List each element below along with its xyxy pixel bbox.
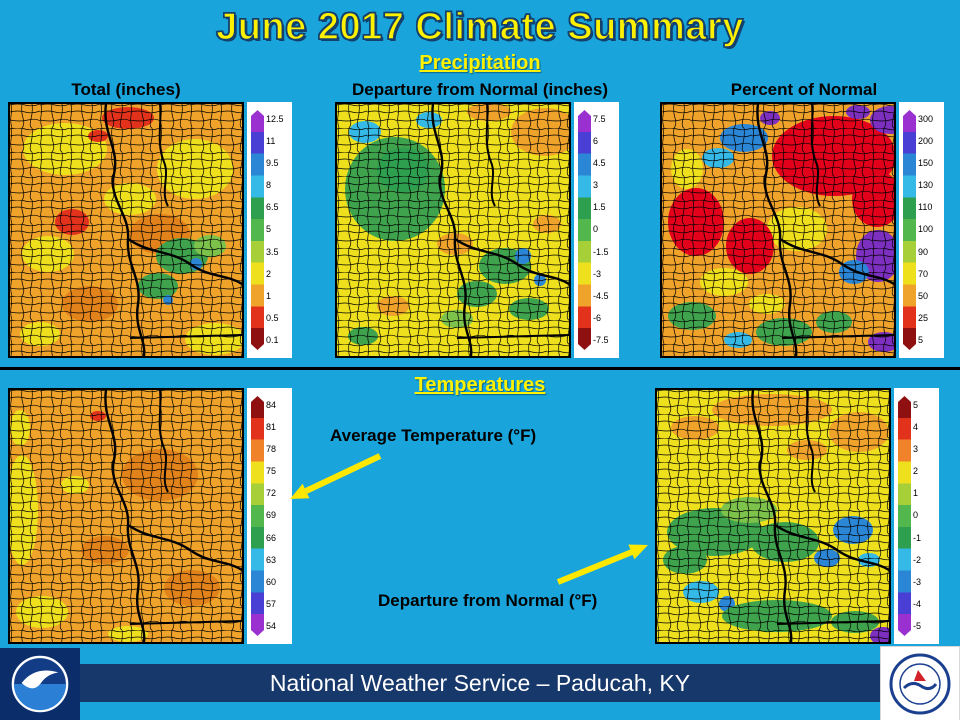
section-divider — [0, 367, 960, 370]
scale-tick-label: -1 — [913, 532, 922, 543]
scale-tick-label: 78 — [266, 444, 277, 455]
scale-tick-label: 54 — [266, 620, 277, 631]
precip-departure-colorbar-labels: 7.5 6 4.5 3 1.5 0 -1.5 -3 -4.5 -6 -7.5 — [593, 110, 615, 350]
scale-tick-label: 100 — [918, 224, 934, 235]
scale-tick-label: 5 — [913, 400, 919, 410]
nws-logo-icon — [889, 653, 951, 715]
scale-tick-label: 50 — [918, 290, 929, 301]
temp-departure-label: Departure from Normal (°F) — [378, 591, 598, 610]
scale-tick-label: 1 — [913, 488, 919, 499]
scale-tick-label: 69 — [266, 510, 277, 521]
percent-normal-colorbar-panel: 300 200 150 130 110 100 90 70 50 25 5 — [899, 102, 944, 358]
temp-departure-panel: 5 4 3 2 1 0 -1 -2 -3 -4 -5 — [655, 388, 939, 644]
scale-tick-label: 7.5 — [593, 114, 606, 124]
total-precip-colorbar — [251, 110, 264, 350]
scale-tick-label: 2 — [913, 466, 919, 477]
scale-tick-label: -3 — [593, 268, 602, 279]
scale-tick-label: 130 — [918, 180, 934, 191]
scale-tick-label: 9.5 — [266, 158, 279, 169]
scale-tick-label: 110 — [918, 202, 933, 213]
avg-temp-colorbar-labels: 84 81 78 75 72 69 66 63 60 57 54 — [266, 396, 288, 636]
avg-temp-panel: 84 81 78 75 72 69 66 63 60 57 54 — [8, 388, 292, 644]
scale-tick-label: 0 — [913, 510, 919, 521]
temp-departure-colorbar — [898, 396, 911, 636]
map-title-precip-departure: Departure from Normal (inches) — [352, 80, 608, 99]
scale-tick-label: 4 — [913, 422, 919, 433]
noaa-logo-icon — [11, 655, 69, 713]
total-precip-colorbar-panel: 12.5 11 9.5 8 6.5 5 3.5 2 1 0.5 0.1 — [247, 102, 292, 358]
scale-tick-label: 84 — [266, 400, 277, 410]
temp-departure-colorbar-labels: 5 4 3 2 1 0 -1 -2 -3 -4 -5 — [913, 396, 935, 636]
scale-tick-label: 75 — [266, 466, 277, 477]
slide-title: June 2017 Climate Summary — [215, 5, 744, 48]
scale-tick-label: 5 — [918, 334, 924, 345]
scale-tick-label: 1.5 — [593, 202, 606, 213]
percent-normal-panel: 300 200 150 130 110 100 90 70 50 25 5 — [660, 102, 944, 358]
map-title-percent-normal: Percent of Normal — [730, 80, 878, 99]
scale-tick-label: 60 — [266, 576, 277, 587]
avg-temp-arrow-icon — [290, 453, 382, 499]
scale-tick-label: 0.1 — [266, 334, 279, 345]
scale-tick-label: -6 — [593, 312, 602, 323]
scale-tick-label: 300 — [918, 114, 934, 124]
scale-tick-label: 57 — [266, 598, 277, 609]
avg-temp-label: Average Temperature (°F) — [330, 426, 537, 445]
footer-bar: National Weather Service – Paducah, KY — [0, 664, 960, 702]
scale-tick-label: 72 — [266, 488, 277, 499]
scale-tick-label: -7.5 — [593, 334, 609, 345]
precip-departure-map — [335, 102, 571, 358]
total-precip-map — [8, 102, 244, 358]
scale-tick-label: -4.5 — [593, 290, 609, 301]
scale-tick-label: 5 — [266, 224, 272, 235]
scale-tick-label: 11 — [266, 136, 276, 147]
scale-tick-label: 3.5 — [266, 246, 279, 257]
avg-temp-colorbar — [251, 396, 264, 636]
scale-tick-label: 25 — [918, 312, 929, 323]
temp-departure-map — [655, 388, 891, 644]
total-precip-colorbar-labels: 12.5 11 9.5 8 6.5 5 3.5 2 1 0.5 0.1 — [266, 110, 288, 350]
temperatures-heading: Temperatures — [414, 374, 546, 396]
footer-text: National Weather Service – Paducah, KY — [269, 669, 691, 696]
scale-tick-label: 12.5 — [266, 114, 284, 124]
avg-temp-colorbar-panel: 84 81 78 75 72 69 66 63 60 57 54 — [247, 388, 292, 644]
scale-tick-label: 3 — [913, 444, 919, 455]
scale-tick-label: -1.5 — [593, 246, 609, 257]
noaa-logo-box — [0, 648, 80, 720]
scale-tick-label: 150 — [918, 158, 934, 169]
scale-tick-label: -3 — [913, 576, 922, 587]
percent-normal-colorbar — [903, 110, 916, 350]
nws-logo-box — [880, 646, 960, 720]
scale-tick-label: 200 — [918, 136, 934, 147]
scale-tick-label: 81 — [266, 422, 277, 433]
scale-tick-label: -2 — [913, 554, 922, 565]
scale-tick-label: 0.5 — [266, 312, 279, 323]
scale-tick-label: -4 — [913, 598, 922, 609]
scale-tick-label: 3 — [593, 180, 599, 191]
precipitation-heading: Precipitation — [419, 52, 541, 74]
scale-tick-label: 66 — [266, 532, 277, 543]
precip-departure-colorbar-panel: 7.5 6 4.5 3 1.5 0 -1.5 -3 -4.5 -6 -7.5 — [574, 102, 619, 358]
temp-departure-colorbar-panel: 5 4 3 2 1 0 -1 -2 -3 -4 -5 — [894, 388, 939, 644]
total-precip-panel: 12.5 11 9.5 8 6.5 5 3.5 2 1 0.5 0.1 — [8, 102, 292, 358]
scale-tick-label: 1 — [266, 290, 272, 301]
precip-departure-colorbar — [578, 110, 591, 350]
scale-tick-label: 0 — [593, 224, 599, 235]
map-title-total-precip: Total (inches) — [71, 80, 181, 99]
scale-tick-label: 8 — [266, 180, 272, 191]
scale-tick-label: 2 — [266, 268, 272, 279]
scale-tick-label: 90 — [918, 246, 929, 257]
scale-tick-label: 4.5 — [593, 158, 606, 169]
avg-temp-map — [8, 388, 244, 644]
scale-tick-label: 70 — [918, 268, 929, 279]
percent-normal-map — [660, 102, 896, 358]
scale-tick-label: -5 — [913, 620, 922, 631]
scale-tick-label: 63 — [266, 554, 277, 565]
percent-normal-colorbar-labels: 300 200 150 130 110 100 90 70 50 25 5 — [918, 110, 940, 350]
temp-departure-arrow-icon — [556, 544, 648, 585]
scale-tick-label: 6.5 — [266, 202, 279, 213]
precip-departure-panel: 7.5 6 4.5 3 1.5 0 -1.5 -3 -4.5 -6 -7.5 — [335, 102, 619, 358]
scale-tick-label: 6 — [593, 136, 599, 147]
